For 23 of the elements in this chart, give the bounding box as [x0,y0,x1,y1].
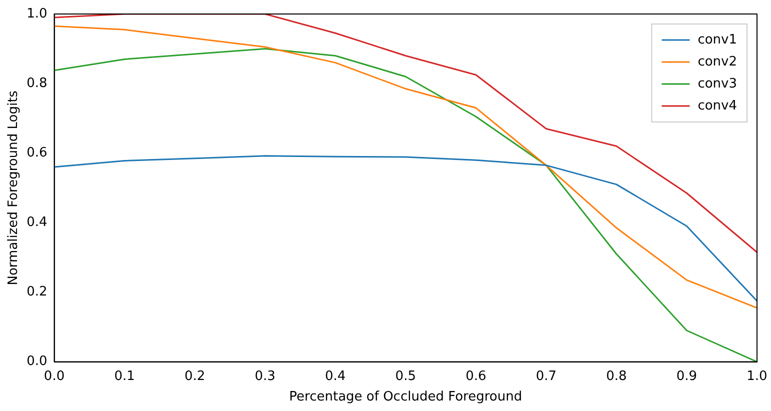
y-tick-label: 0.8 [26,76,48,91]
x-tick-label: 0.7 [536,368,557,384]
x-tick-label: 0.4 [325,368,346,384]
x-tick-label: 0.9 [676,368,698,384]
y-tick-label: 0.6 [26,145,48,160]
x-tick-label: 0.5 [395,368,416,384]
x-tick-label: 0.8 [606,368,627,384]
legend-label: conv1 [698,32,738,48]
legend-label: conv4 [698,98,738,114]
y-axis-title: Normalized Foreground Logits [6,90,22,286]
x-tick-label: 0.3 [254,368,276,384]
x-axis-title: Percentage of Occluded Foreground [289,390,522,405]
legend-label: conv2 [698,54,738,70]
y-tick-label: 1.0 [26,6,48,22]
x-tick-label: 0.1 [114,368,135,384]
y-tick-label: 0.2 [26,284,48,300]
x-tick-label: 0.0 [44,368,65,384]
y-tick-label: 0.4 [26,215,48,230]
y-tick-label: 0.0 [26,354,48,370]
x-tick-label: 0.6 [466,368,486,384]
x-tick-label: 1.0 [746,368,768,384]
legend-label: conv3 [698,76,738,92]
x-tick-label: 0.2 [184,368,206,384]
